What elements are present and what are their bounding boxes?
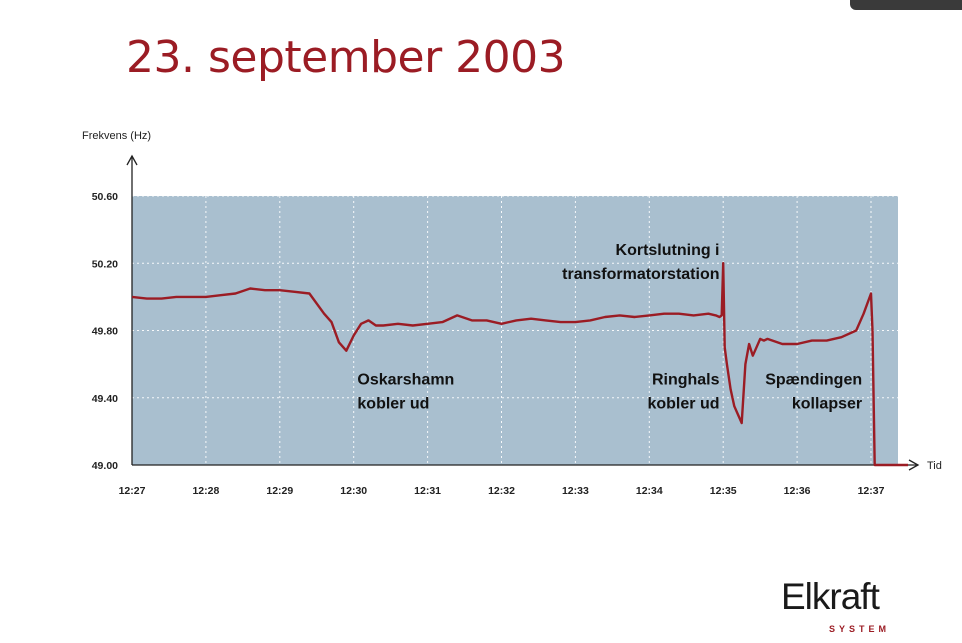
x-tick-label: 12:27 [119,485,146,497]
annotation-label: Oskarshamn [357,371,454,388]
logo-subtitle: SYSTEM [829,624,891,634]
window-top-bar [850,0,962,10]
x-tick-label: 12:35 [710,485,737,497]
y-tick-label: 49.80 [92,326,118,338]
y-tick-label: 50.20 [92,258,118,270]
annotation-label: Ringhals [652,371,720,388]
x-tick-label: 12:33 [562,485,589,497]
logo-wordmark: Elkraft [781,576,880,617]
x-tick-label: 12:30 [340,485,367,497]
x-tick-label: 12:32 [488,485,515,497]
annotation-label: kobler ud [357,395,429,412]
x-tick-label: 12:34 [636,485,663,497]
y-tick-label: 49.00 [92,460,118,472]
plot-area [132,196,898,465]
y-axis-arrow [126,154,138,166]
annotation-label: kollapser [792,395,862,412]
annotation-label: transformatorstation [562,266,719,283]
y-tick-label: 50.60 [92,191,118,203]
slide-title: 23. september 2003 [126,32,566,83]
x-tick-label: 12:37 [858,485,885,497]
y-axis-label: Frekvens (Hz) [82,130,151,142]
x-axis-label: Tid [927,460,942,472]
x-tick-label: 12:29 [266,485,293,497]
frequency-series-line [131,262,908,467]
y-tick-label: 49.40 [92,393,118,405]
x-tick-label: 12:36 [784,485,811,497]
annotation-label: Kortslutning i [616,242,720,259]
x-tick-label: 12:28 [192,485,219,497]
annotation-label: Spændingen [765,371,862,388]
elkraft-logo: Elkraft SYSTEM [781,576,911,636]
x-axis-arrow [908,459,920,471]
x-tick-label: 12:31 [414,485,441,497]
annotation-label: kobler ud [647,395,719,412]
